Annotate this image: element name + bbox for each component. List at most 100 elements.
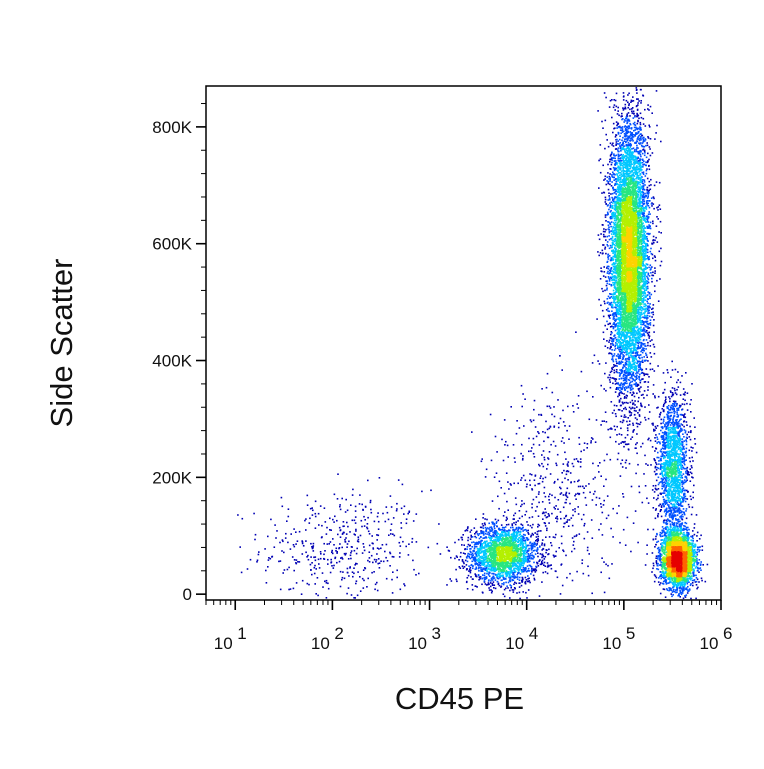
event-point xyxy=(625,416,627,418)
event-point xyxy=(352,571,354,573)
event-point xyxy=(483,547,485,549)
event-point xyxy=(389,552,391,554)
event-point xyxy=(633,375,635,377)
event-point xyxy=(489,572,491,574)
event-point xyxy=(533,556,535,558)
event-point xyxy=(653,565,655,567)
event-point xyxy=(636,113,638,115)
event-point xyxy=(501,524,503,526)
event-point xyxy=(327,583,329,585)
event-point xyxy=(537,556,539,558)
event-point xyxy=(572,405,574,407)
event-point xyxy=(611,144,613,146)
event-point xyxy=(614,335,616,337)
event-point xyxy=(666,508,668,510)
event-point xyxy=(626,380,628,382)
event-point xyxy=(682,461,684,463)
event-point xyxy=(538,491,540,493)
event-point xyxy=(529,484,531,486)
event-point xyxy=(690,480,692,482)
event-point xyxy=(640,386,642,388)
event-point xyxy=(701,578,703,580)
event-point xyxy=(660,466,662,468)
event-point xyxy=(625,375,627,377)
event-point xyxy=(645,381,647,383)
event-point xyxy=(400,537,402,539)
event-point xyxy=(668,504,670,506)
event-point xyxy=(467,528,469,530)
event-point xyxy=(632,388,634,390)
event-point xyxy=(660,265,662,267)
event-point xyxy=(639,374,641,376)
event-point xyxy=(528,589,530,591)
event-point xyxy=(656,437,658,439)
event-point xyxy=(629,420,631,422)
event-point xyxy=(553,507,555,509)
event-point xyxy=(637,138,639,140)
event-point xyxy=(640,446,642,448)
event-point xyxy=(616,141,618,143)
event-point xyxy=(299,531,301,533)
event-point xyxy=(287,569,289,571)
event-point xyxy=(619,135,621,137)
event-point xyxy=(237,514,239,516)
event-point xyxy=(575,498,577,500)
event-point xyxy=(534,400,536,402)
event-point xyxy=(615,359,617,361)
event-point xyxy=(499,536,501,538)
event-point xyxy=(607,271,609,273)
event-point xyxy=(500,487,502,489)
event-point xyxy=(604,92,606,94)
event-point xyxy=(332,538,334,540)
event-point xyxy=(517,578,519,580)
event-point xyxy=(600,424,602,426)
event-point xyxy=(568,471,570,473)
event-point xyxy=(538,515,540,517)
event-point xyxy=(484,579,486,581)
event-point xyxy=(461,544,463,546)
event-point xyxy=(536,536,538,538)
event-point xyxy=(660,582,662,584)
event-point xyxy=(636,89,638,91)
event-point xyxy=(600,158,602,160)
event-point xyxy=(686,444,688,446)
event-point xyxy=(605,239,607,241)
event-point xyxy=(624,370,626,372)
event-point xyxy=(659,473,661,475)
event-point xyxy=(280,560,282,562)
event-point xyxy=(682,514,684,516)
event-point xyxy=(582,486,584,488)
event-point xyxy=(625,362,627,364)
event-point xyxy=(660,564,662,566)
event-point xyxy=(671,412,673,414)
event-point xyxy=(522,459,524,461)
event-point xyxy=(653,429,655,431)
event-point xyxy=(469,553,471,555)
event-point xyxy=(545,512,547,514)
event-point xyxy=(657,438,659,440)
event-point xyxy=(647,217,649,219)
event-point xyxy=(387,560,389,562)
event-point xyxy=(483,551,485,553)
event-point xyxy=(560,511,562,513)
event-point xyxy=(499,481,501,483)
event-point xyxy=(606,287,608,289)
event-point xyxy=(282,506,284,508)
event-point xyxy=(660,493,662,495)
event-point xyxy=(607,212,609,214)
event-point xyxy=(616,383,618,385)
event-point xyxy=(626,123,628,125)
event-point xyxy=(684,595,686,597)
event-point xyxy=(644,317,646,319)
event-point xyxy=(629,463,631,465)
event-point xyxy=(638,378,640,380)
event-point xyxy=(613,326,615,328)
event-point xyxy=(392,571,394,573)
event-point xyxy=(647,240,649,242)
event-point xyxy=(632,373,634,375)
event-point xyxy=(588,575,590,577)
event-point xyxy=(659,553,661,555)
event-point xyxy=(356,548,358,550)
event-point xyxy=(330,559,332,561)
event-point xyxy=(348,587,350,589)
